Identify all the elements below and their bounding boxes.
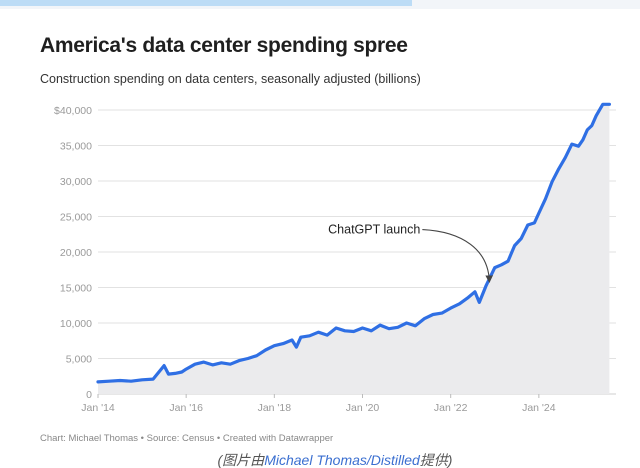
y-tick-label: 35,000	[60, 141, 92, 153]
y-tick-label: 15,000	[60, 283, 92, 295]
chart-subtitle: Construction spending on data centers, s…	[40, 72, 421, 86]
series-line-layer	[96, 102, 611, 384]
y-tick-label: 20,000	[60, 247, 92, 259]
series-line	[96, 102, 611, 384]
y-tick-label: 5,000	[66, 354, 92, 366]
caption-suffix: 提供)	[419, 452, 453, 468]
area-fill	[98, 104, 610, 395]
annotation-label: ChatGPT launch	[328, 223, 420, 237]
y-tick-label: 30,000	[60, 176, 92, 188]
annotation-arrow	[422, 228, 494, 284]
y-tick-label: 25,000	[60, 212, 92, 224]
y-axis: 0 5,000 10,000 15,000 20,000 25,000 30,000 35,0…	[54, 105, 92, 401]
y-tick-label: $40,000	[54, 105, 92, 117]
x-tick-label: Jan '16	[169, 402, 203, 414]
x-tick-label: Jan '22	[434, 402, 468, 414]
annotation: ChatGPT launch	[328, 223, 494, 284]
x-tick-label: Jan '20	[346, 402, 380, 414]
image-caption: (图片由Michael Thomas/Distilled提供)	[150, 453, 520, 467]
x-tick-label: Jan '18	[258, 402, 292, 414]
caption-prefix: (图片由	[217, 452, 265, 468]
caption-link[interactable]: Michael Thomas/Distilled	[264, 452, 420, 468]
chart-footer: Chart: Michael Thomas • Source: Census •…	[40, 433, 334, 444]
x-axis: Jan '14 Jan '16 Jan '18 Jan '20 Jan '22 Jan '…	[81, 394, 556, 414]
area-fill-layer	[98, 104, 610, 395]
chart-title: America's data center spending spree	[40, 34, 408, 57]
top-strip	[0, 0, 640, 9]
top-accent-bar	[0, 0, 412, 6]
y-tick-label: 0	[86, 389, 92, 401]
y-tick-label: 10,000	[60, 318, 92, 330]
x-tick-label: Jan '24	[522, 402, 556, 414]
x-tick-label: Jan '14	[81, 402, 115, 414]
